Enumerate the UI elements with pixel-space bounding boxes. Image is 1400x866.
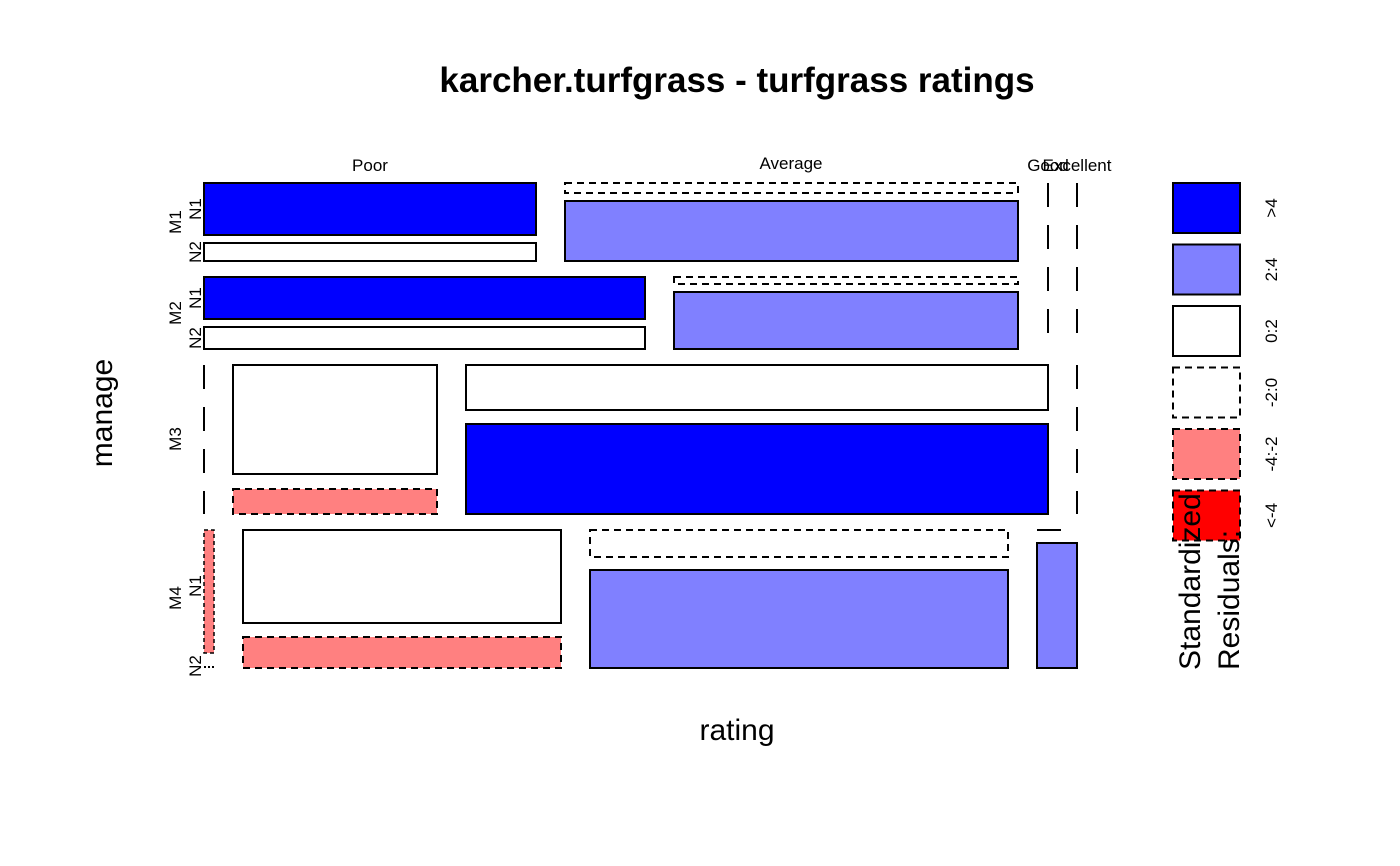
- sublabel-m4-n2: N2: [186, 655, 205, 677]
- legend-title-line-1: Standardized: [1174, 493, 1207, 670]
- legend-swatch-1: [1172, 243, 1241, 296]
- group-label-m2: M2: [166, 301, 185, 325]
- column-label-good: Good: [1027, 156, 1069, 175]
- legend-swatch-2: [1172, 305, 1241, 357]
- chart-title: karcher.turfgrass - turfgrass ratings: [439, 61, 1034, 100]
- mosaic-cell-m3-1-average: [465, 364, 1049, 411]
- mosaic-cell-m1-n2-poor: [203, 242, 537, 262]
- legend-swatch-5: [1172, 489, 1241, 542]
- group-label-m4: M4: [166, 586, 185, 610]
- mosaic-cell-m4-n1-average: [589, 529, 1009, 558]
- mosaic-cells: [203, 182, 1078, 669]
- mosaic-cell-m4-poor-sliver: [203, 529, 215, 654]
- mosaic-cell-m3-2-poor: [232, 488, 438, 515]
- legend-swatch-4: [1172, 428, 1241, 480]
- mosaic-cell-m4-n2-average: [589, 569, 1009, 669]
- mosaic-cell-m3-2-average: [465, 423, 1049, 515]
- legend-title-line-2: Residuals:: [1213, 530, 1246, 670]
- sublabel-m2-n1: N1: [186, 287, 205, 309]
- mosaic-cell-m2-n2-average: [673, 291, 1019, 350]
- group-label-m1: M1: [166, 210, 185, 234]
- mosaic-cell-m1-n2-average: [564, 200, 1019, 262]
- y-axis-title: manage: [86, 359, 119, 467]
- mosaic-cell-m1-n1-average: [564, 182, 1019, 194]
- legend-label-3: -2:0: [1262, 378, 1281, 407]
- mosaic-cell-m1-n1-poor: [203, 182, 537, 236]
- legend-swatch-3: [1172, 366, 1241, 419]
- sublabel-m1-n1: N1: [186, 198, 205, 220]
- mosaic-cell-m2-n1-average: [673, 276, 1019, 285]
- mosaic-cell-m4-n2-poor: [242, 636, 562, 669]
- column-label-average: Average: [759, 154, 822, 173]
- sublabel-m1-n2: N2: [186, 241, 205, 263]
- column-label-excellent: Excellent: [1043, 156, 1112, 175]
- legend-label-2: 0:2: [1262, 319, 1281, 343]
- legend-label-4: -4:-2: [1262, 437, 1281, 472]
- legend: >4 2:4 0:2 -2:0 -4:-2 <-4: [1172, 182, 1281, 542]
- mosaic-cell-m2-n2-poor: [203, 326, 646, 350]
- x-axis-title: rating: [699, 714, 774, 747]
- sublabel-m2-n2: N2: [186, 327, 205, 349]
- legend-swatch-0: [1172, 182, 1241, 234]
- sublabel-m4-n1: N1: [186, 575, 205, 597]
- legend-label-5: <-4: [1262, 503, 1281, 528]
- mosaic-cell-m4-n1-poor: [242, 529, 562, 624]
- column-label-poor: Poor: [352, 156, 388, 175]
- mosaic-cell-m4-n2-excellent: [1036, 542, 1078, 669]
- legend-label-0: >4: [1262, 198, 1281, 217]
- legend-label-1: 2:4: [1262, 258, 1281, 282]
- mosaic-cell-m3-1-poor: [232, 364, 438, 475]
- group-label-m3: M3: [166, 427, 185, 451]
- mosaic-cell-m2-n1-poor: [203, 276, 646, 320]
